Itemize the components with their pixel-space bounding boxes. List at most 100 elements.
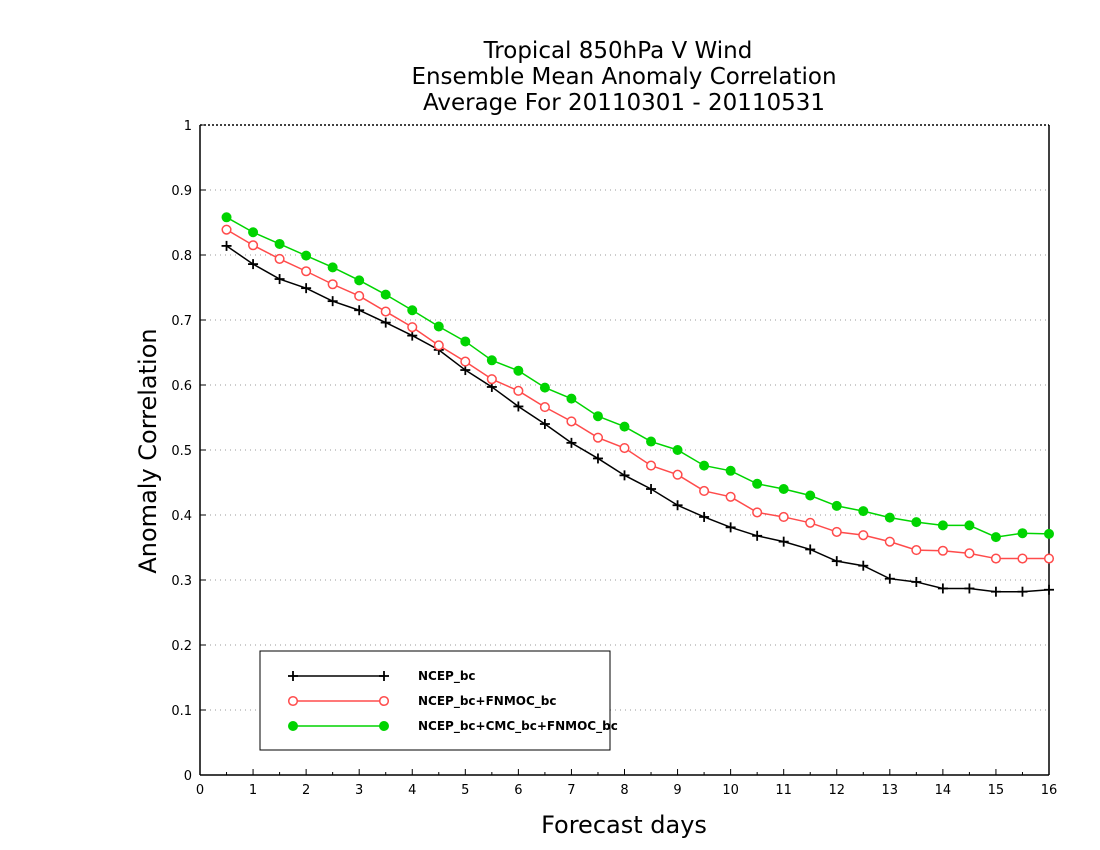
x-tick-label: 7 [567,783,575,798]
legend-item: NCEP_bc+FNMOC_bc [287,694,557,709]
data-point [990,553,1001,564]
data-point [752,530,763,541]
data-point [221,224,232,235]
legend-item: NCEP_bc [288,669,476,684]
legend-marker [379,671,389,681]
data-point [592,432,604,443]
data-point [699,485,710,497]
data-point [937,520,948,531]
chart-title-line-2: Ensemble Mean Anomaly Correlation [411,64,836,90]
data-point [248,240,259,251]
y-tick-label: 0.2 [171,639,192,654]
legend-marker [379,721,389,731]
series-line [226,229,1049,560]
data-point [884,512,895,523]
data-point [274,238,285,249]
data-point [486,355,497,366]
y-axis-title: Anomaly Correlation [134,328,162,573]
chart-title-line-3: Average For 20110301 - 20110531 [423,90,825,116]
x-tick-label: 5 [461,783,469,798]
x-tick-label: 13 [882,783,899,798]
y-tick-label: 0.1 [171,704,192,719]
y-tick-label: 1 [184,119,192,134]
data-point [380,306,391,317]
data-point [646,484,657,494]
chart-title-line-1: Tropical 850hPa V Wind [483,38,753,64]
data-point [513,385,524,396]
data-point [778,484,789,494]
y-tick-label: 0.7 [171,314,192,329]
data-point [805,490,816,501]
data-point [566,437,577,448]
data-point [672,445,683,455]
x-tick-label: 12 [828,783,845,798]
data-point [407,305,418,316]
series-line [226,216,1050,538]
data-point [1017,586,1028,597]
data-point [1043,553,1055,564]
data-point [301,283,312,294]
x-tick-label: 0 [196,783,204,798]
x-tick-label: 9 [673,783,681,798]
x-tick-label: 16 [1041,783,1058,798]
data-point [937,545,948,556]
data-point [1044,584,1054,595]
data-point [990,532,1001,543]
series-NCEP_bc [221,240,1054,597]
data-point [884,536,895,547]
data-point [911,545,922,556]
legend-label: NCEP_bc [418,669,476,684]
data-point [645,460,657,471]
data-point [619,470,630,481]
data-point [513,401,524,412]
data-point [433,340,444,351]
data-point [964,548,975,559]
x-tick-label: 2 [302,783,310,798]
data-point [380,289,391,300]
y-tick-label: 0.3 [171,574,192,589]
data-point [964,583,975,594]
data-point [592,453,603,464]
series-lines [221,212,1055,597]
data-point [380,317,391,328]
data-point [646,436,657,447]
data-point [433,321,444,332]
data-point [672,500,683,511]
legend-marker [288,671,298,681]
axes: 0 1 2 3 4 5 6 7 8 9 10 11 12 13 14 15 1600.10.20.30.40.5… [171,119,1057,798]
data-point [831,500,842,511]
x-tick-label: 14 [935,783,952,798]
data-point [327,279,338,290]
data-point [672,469,683,480]
data-point [805,544,816,555]
y-tick-label: 0.9 [171,184,192,199]
data-point [911,576,922,587]
data-point [699,511,710,522]
data-point [539,382,550,393]
data-point [805,517,816,528]
data-point [460,365,471,376]
legend-marker [378,695,390,707]
y-tick-label: 0.8 [171,249,192,264]
data-point [486,374,497,385]
data-point [778,511,789,523]
data-point [725,465,736,476]
data-point [831,526,842,537]
data-point [699,460,710,471]
data-point [460,336,471,347]
y-tick-label: 0.6 [171,379,192,394]
data-point [1017,553,1028,564]
data-point [274,274,285,285]
series-NCEP_bc+FNMOC_bc [221,224,1055,564]
x-tick-label: 3 [355,783,363,798]
data-point [460,356,471,367]
data-point [937,583,948,594]
data-point [407,330,418,341]
data-point [858,530,869,541]
x-tick-label: 10 [722,783,739,798]
x-axis-title: Forecast days [541,811,707,839]
data-point [248,227,259,238]
x-tick-label: 11 [775,783,792,798]
data-point [1044,528,1054,539]
data-point [619,421,630,432]
